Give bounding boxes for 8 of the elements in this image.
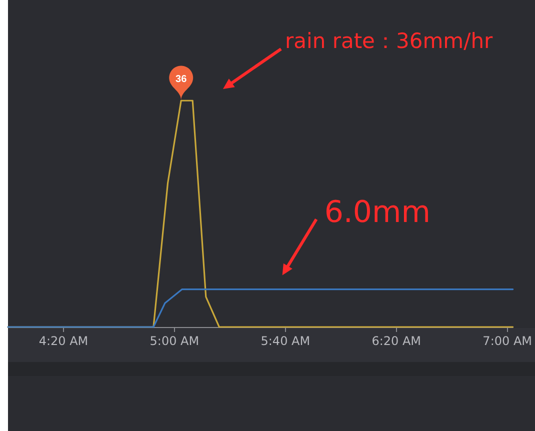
data-label: 36 [176,74,188,86]
x-tick-label: 5:40 AM [260,334,310,348]
x-tick-label: 5:00 AM [150,334,200,348]
x-tick-label: 4:20 AM [38,334,88,348]
annotation: rain rate：36mm/hr [285,29,493,53]
annotation: 6.0mm [324,194,430,230]
x-tick-label: 6:20 AM [372,334,422,348]
x-tick-label: 7:00 AM [482,334,532,348]
